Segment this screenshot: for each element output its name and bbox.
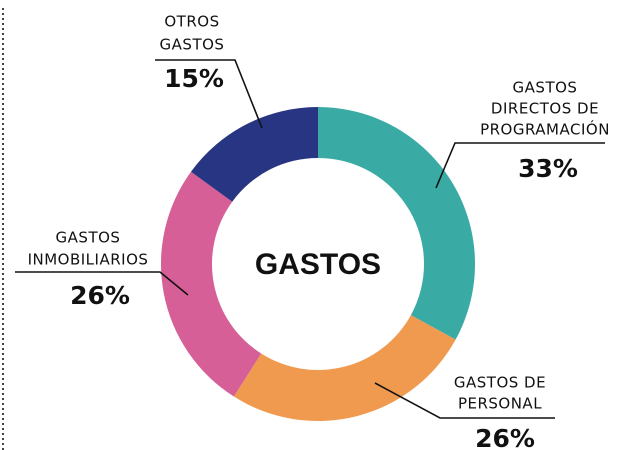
- slice-label: DIRECTOS DE: [491, 100, 599, 118]
- value-label: 15%: [164, 64, 224, 93]
- slice-label: GASTOS DE: [454, 374, 546, 392]
- leader-line: [374, 382, 555, 419]
- leader-line: [15, 271, 189, 296]
- slice-label: GASTOS: [513, 79, 578, 97]
- donut-segment: [190, 107, 318, 202]
- chart-title: GASTOS: [255, 248, 381, 281]
- value-label: 26%: [475, 424, 535, 450]
- value-label: 33%: [518, 154, 578, 183]
- leader-line: [155, 59, 263, 129]
- slice-label: OTROS: [164, 13, 219, 31]
- donut-segment: [160, 171, 262, 397]
- leader-line: [435, 142, 605, 189]
- slice-label: PROGRAMACIÓN: [480, 120, 610, 139]
- slice-label: GASTOS: [160, 36, 225, 54]
- slice-label: PERSONAL: [458, 395, 542, 413]
- value-label: 26%: [70, 281, 130, 310]
- donut-segment: [318, 107, 476, 340]
- donut-segment: [233, 315, 456, 421]
- slice-label: INMOBILIARIOS: [28, 251, 149, 269]
- slice-label: GASTOS: [56, 229, 121, 247]
